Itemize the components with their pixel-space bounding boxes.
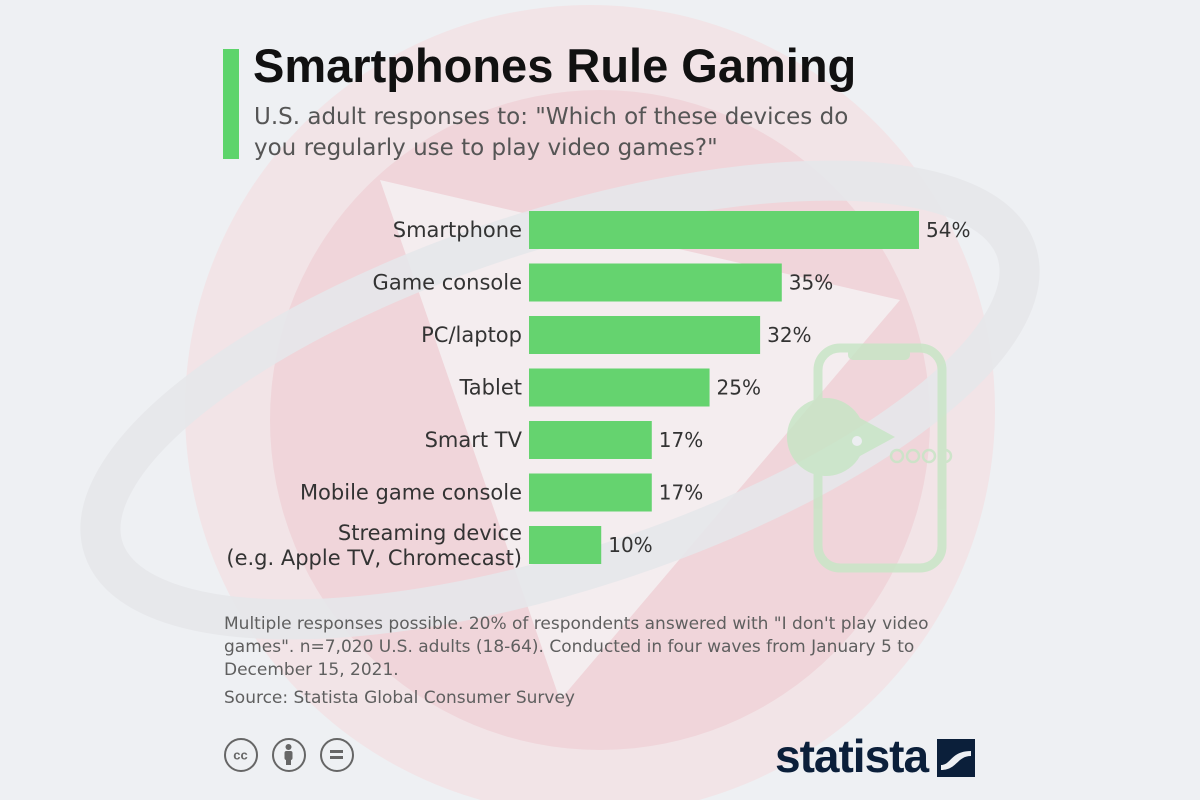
bar-2 — [529, 316, 761, 354]
cc-icon[interactable]: cc — [224, 738, 258, 772]
bar-1 — [529, 263, 782, 302]
source-text: Source: Statista Global Consumer Survey — [224, 688, 575, 708]
chart-title: Smartphones Rule Gaming — [253, 39, 857, 92]
footnote: Multiple responses possible. 20% of resp… — [224, 614, 929, 680]
title-accent-bar — [223, 49, 239, 159]
statista-logo-icon — [937, 739, 975, 777]
category-label: Streaming device (e.g. Apple TV, Chromeca… — [226, 521, 522, 570]
bar-5 — [529, 473, 652, 512]
bar-4 — [529, 421, 652, 459]
no-derivatives-icon[interactable] — [320, 738, 354, 772]
category-label: Smart TV — [425, 428, 523, 452]
bar-6 — [529, 526, 602, 564]
category-label: Mobile game console — [300, 481, 522, 505]
svg-text:cc: cc — [233, 748, 247, 763]
category-label: Game console — [373, 271, 522, 295]
category-label: Tablet — [458, 376, 522, 400]
category-label: PC/laptop — [421, 323, 522, 347]
value-label: 17% — [659, 428, 703, 452]
value-label: 17% — [659, 481, 703, 505]
value-label: 10% — [608, 533, 652, 557]
value-label: 54% — [926, 218, 970, 242]
value-label: 35% — [789, 271, 833, 295]
category-label: Smartphone — [393, 218, 522, 242]
bar-3 — [529, 368, 710, 407]
value-label: 32% — [767, 323, 811, 347]
bar-0 — [529, 211, 919, 249]
phone-pacman-icon — [786, 343, 953, 573]
attribution-icon[interactable] — [272, 738, 306, 772]
chart-subtitle: U.S. adult responses to: "Which of these… — [254, 104, 849, 161]
value-label: 25% — [717, 376, 761, 400]
